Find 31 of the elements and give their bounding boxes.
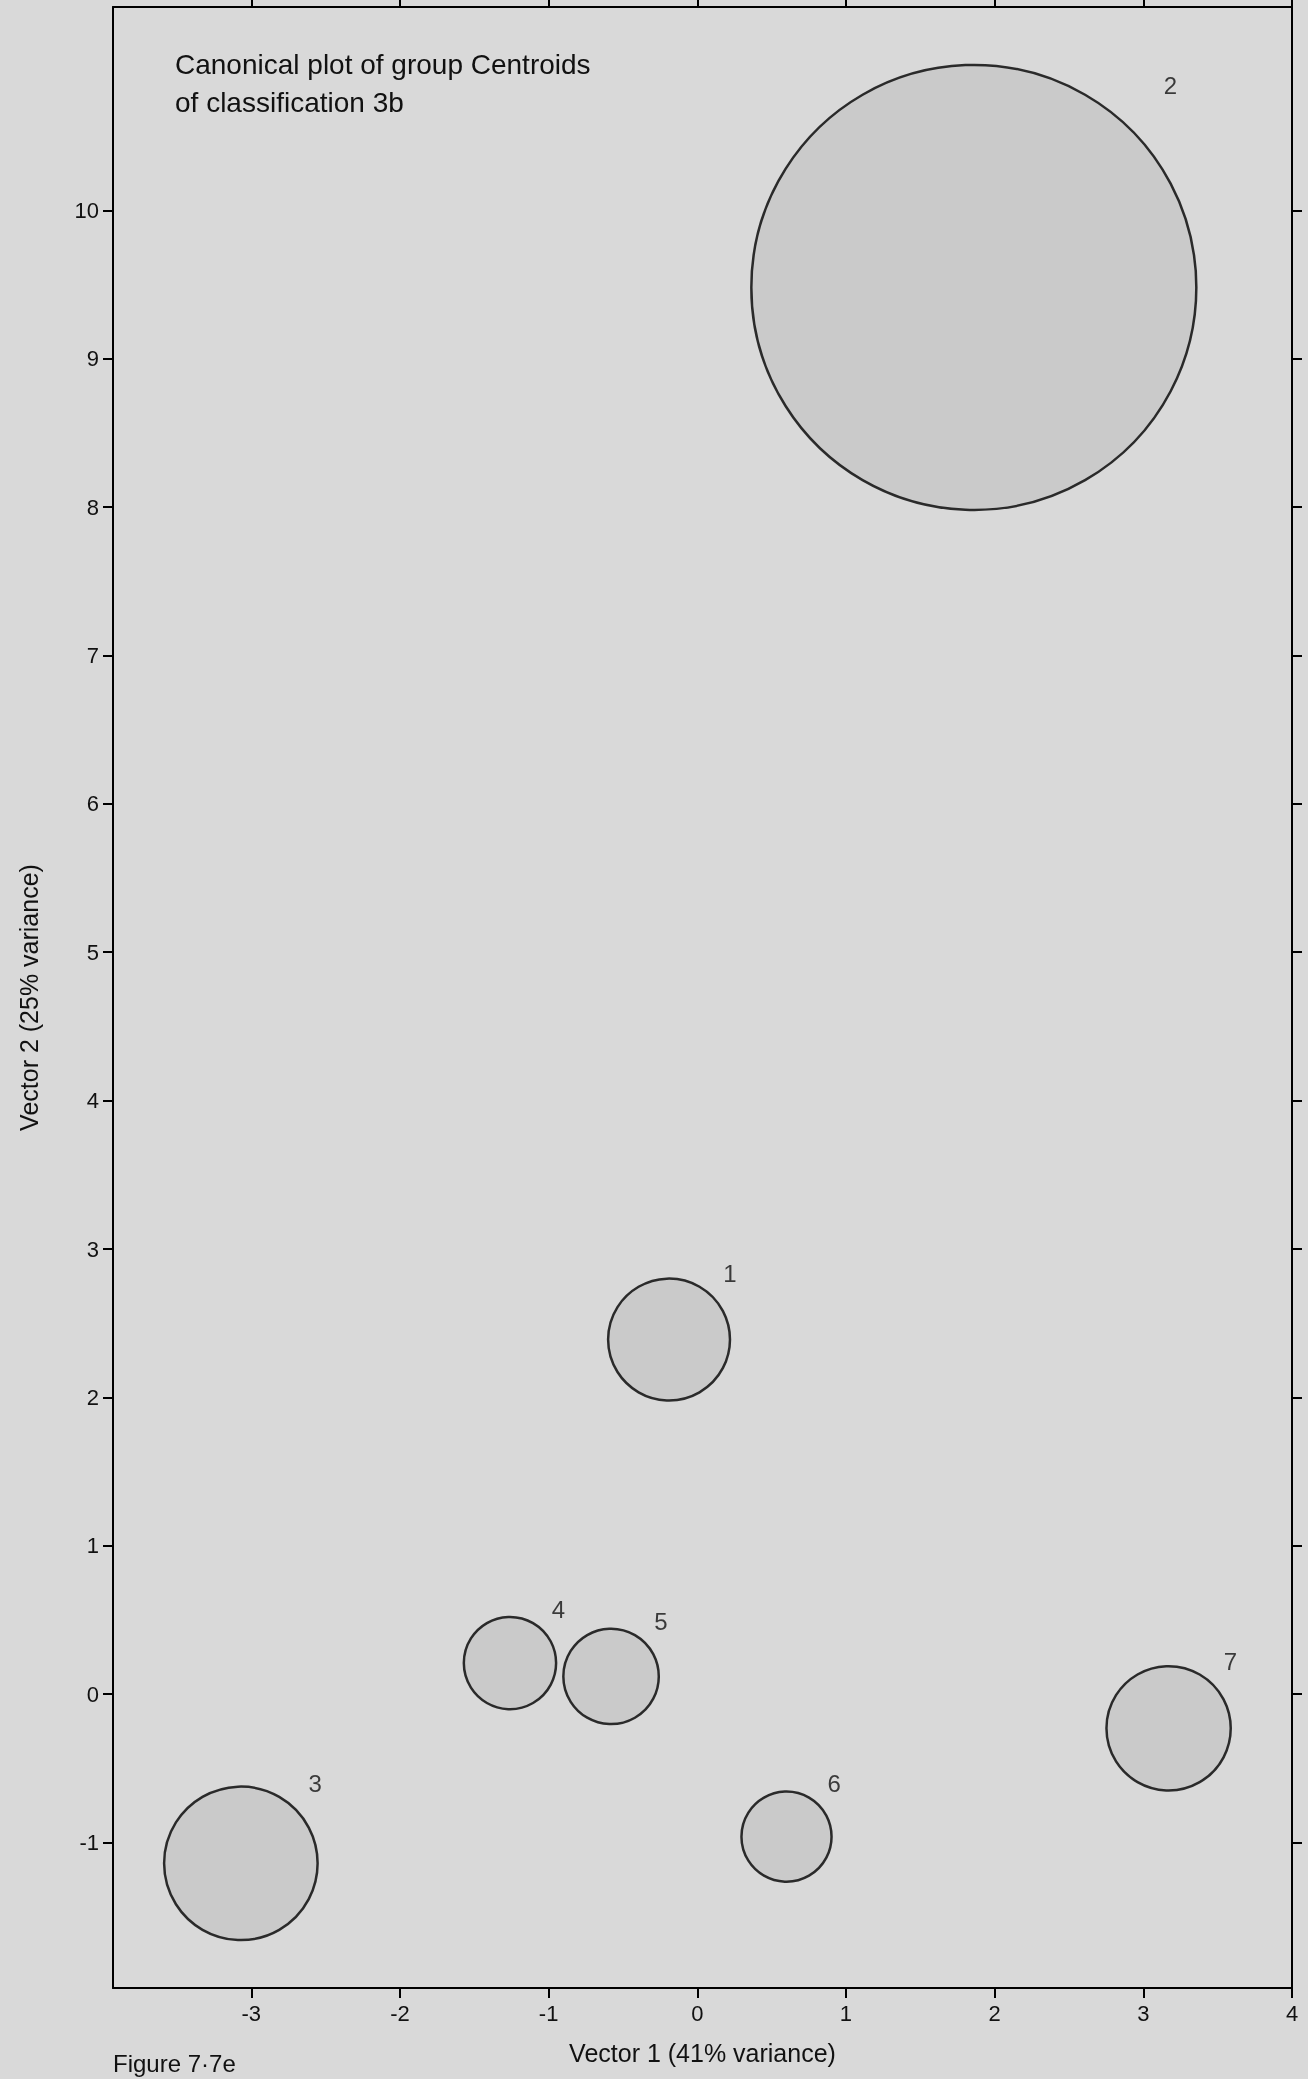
series-label: 2 [1163,72,1178,100]
x-tick-label: 4 [1285,2000,1299,2026]
y-axis-title: Vector 2 (25% variance) [14,864,43,1131]
series-label: 6 [827,1770,841,1798]
x-axis-title: Vector 1 (41% variance) [569,2038,836,2067]
x-tick-label: -3 [241,2000,262,2026]
y-tick-label: 2 [86,1384,99,1410]
y-tick-label: 8 [86,494,99,520]
y-tick-label: 0 [86,1681,99,1707]
y-tick-label: 4 [86,1088,99,1114]
caption: Figure 7·7e [113,2049,236,2077]
y-tick-label: 6 [86,791,99,817]
y-tick-label: -1 [79,1830,99,1856]
y-tick-label: 3 [86,1236,99,1262]
y-tick-label: 5 [86,939,99,965]
x-tick-label: 2 [988,2000,1001,2026]
x-tick-label: 1 [839,2000,853,2026]
y-tick-label: 10 [74,197,99,223]
y-tick-label: 1 [86,1533,99,1559]
text: Canonical plot of group Centroids of classification 3b [175,48,591,118]
y-tick-label: 9 [86,346,99,372]
series-label: 1 [723,1259,737,1287]
x-tick-label: -2 [390,2000,410,2026]
series-label: 5 [654,1607,668,1635]
x-tick-label: 3 [1137,2000,1150,2026]
series-label: 7 [1223,1647,1238,1675]
x-tick-label: -1 [538,2000,559,2026]
x-tick-label: 0 [691,2000,704,2026]
series-label: 3 [308,1770,322,1798]
y-tick-label: 7 [86,642,99,668]
series-label: 4 [551,1595,566,1623]
